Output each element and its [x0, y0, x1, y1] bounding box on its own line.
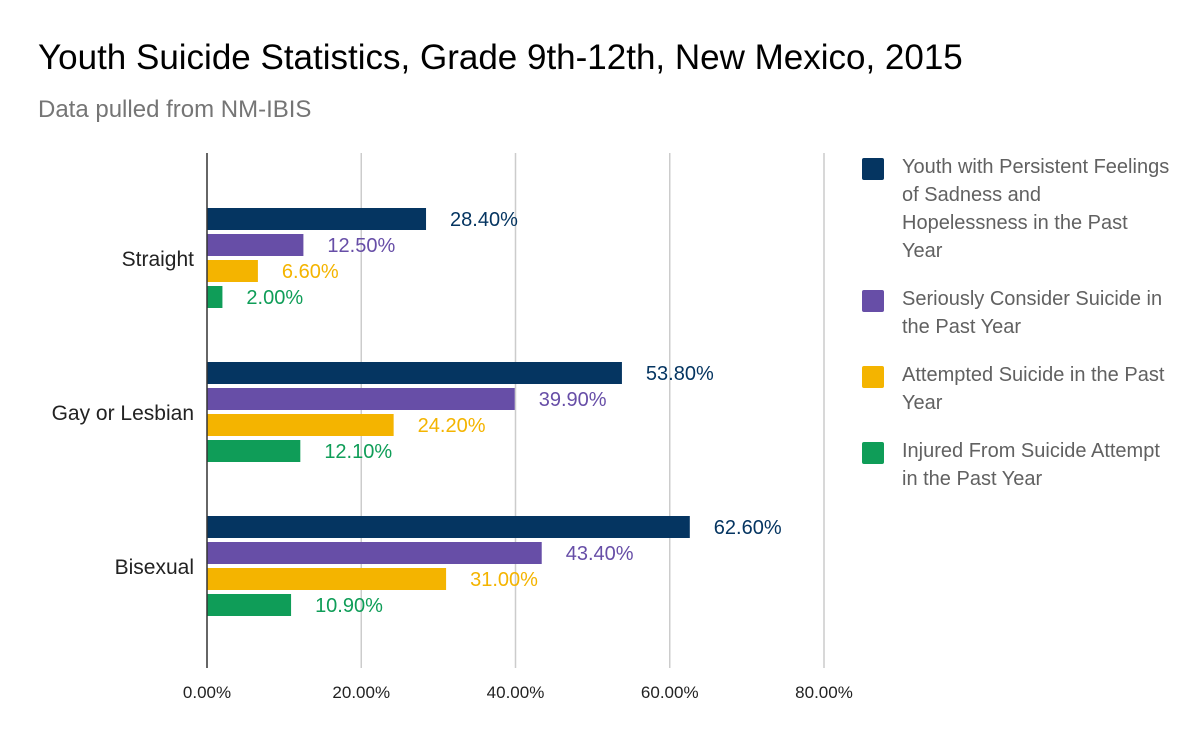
x-tick-label: 0.00% — [183, 683, 231, 702]
bar — [207, 388, 515, 410]
bar — [207, 440, 301, 462]
category-label: Bisexual — [115, 556, 194, 579]
legend-label: Youth with Persistent Feelings of Sadnes… — [902, 156, 1170, 262]
bar — [207, 260, 258, 282]
bar — [207, 208, 427, 230]
legend-swatch — [862, 366, 884, 388]
x-tick-label: 80.00% — [795, 683, 853, 702]
bar — [207, 286, 223, 308]
bar — [207, 568, 447, 590]
legend-label: Injured From Suicide Attempt in the Past… — [902, 440, 1160, 490]
data-label: 39.90% — [539, 389, 607, 411]
legend-swatch — [862, 158, 884, 180]
bar — [207, 362, 622, 384]
legend-label: Attempted Suicide in the Past Year — [902, 364, 1165, 414]
category-label: Straight — [122, 248, 195, 271]
x-tick-label: 20.00% — [332, 683, 390, 702]
data-label: 12.50% — [327, 235, 395, 257]
category-label: Gay or Lesbian — [52, 402, 194, 425]
data-label: 53.80% — [646, 363, 714, 385]
legend-swatch — [862, 290, 884, 312]
legend-item: Youth with Persistent Feelings of Sadnes… — [862, 153, 1172, 265]
bar — [207, 414, 394, 436]
legend-item: Injured From Suicide Attempt in the Past… — [862, 437, 1172, 493]
bar — [207, 516, 690, 538]
legend-label: Seriously Consider Suicide in the Past Y… — [902, 288, 1163, 338]
data-label: 31.00% — [470, 569, 538, 591]
data-label: 12.10% — [324, 441, 392, 463]
data-label: 6.60% — [282, 261, 339, 283]
legend-item: Seriously Consider Suicide in the Past Y… — [862, 285, 1172, 341]
bar — [207, 234, 304, 256]
bar — [207, 542, 542, 564]
legend-item: Attempted Suicide in the Past Year — [862, 361, 1172, 417]
legend: Youth with Persistent Feelings of Sadnes… — [862, 153, 1172, 513]
data-label: 28.40% — [450, 209, 518, 231]
data-label: 43.40% — [566, 543, 634, 565]
legend-swatch — [862, 442, 884, 464]
data-label: 24.20% — [418, 415, 486, 437]
chart-title: Youth Suicide Statistics, Grade 9th-12th… — [38, 38, 963, 77]
x-tick-label: 60.00% — [641, 683, 699, 702]
data-label: 2.00% — [246, 287, 303, 309]
data-label: 10.90% — [315, 595, 383, 617]
bar — [207, 594, 292, 616]
x-tick-label: 40.00% — [487, 683, 545, 702]
chart-subtitle: Data pulled from NM-IBIS — [38, 96, 312, 123]
data-label: 62.60% — [714, 517, 782, 539]
